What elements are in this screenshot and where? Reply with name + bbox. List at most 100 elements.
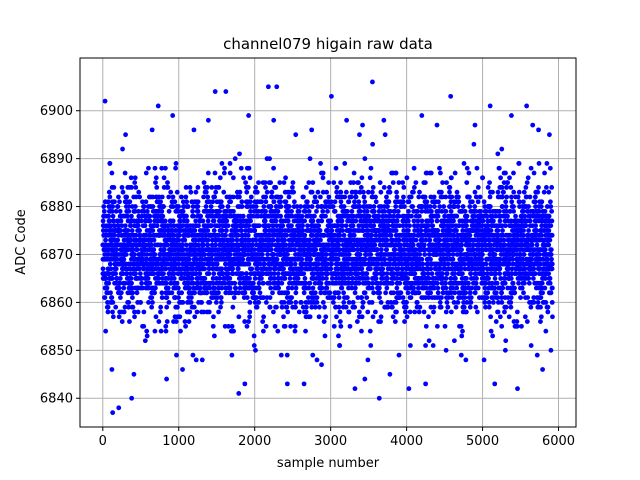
data-point	[268, 180, 273, 186]
data-point	[395, 208, 401, 214]
data-point	[270, 237, 276, 243]
data-point	[267, 280, 273, 286]
data-point	[292, 261, 298, 267]
data-point	[274, 256, 280, 262]
data-point	[209, 242, 215, 248]
data-points	[100, 79, 555, 416]
data-point	[237, 285, 243, 291]
data-point	[153, 314, 159, 320]
data-point	[312, 213, 317, 219]
data-point	[117, 280, 123, 286]
data-point	[157, 242, 163, 248]
data-point	[137, 228, 142, 233]
data-point	[359, 175, 365, 181]
data-point	[143, 199, 149, 205]
data-point	[190, 208, 195, 214]
data-point	[169, 290, 175, 296]
data-point	[128, 223, 134, 229]
data-point	[108, 290, 113, 296]
data-point	[262, 218, 268, 224]
data-point	[247, 300, 253, 305]
data-point	[154, 223, 160, 229]
data-point	[118, 218, 124, 224]
data-point	[467, 232, 473, 238]
data-point	[202, 252, 207, 257]
data-point	[137, 232, 143, 238]
data-point	[301, 290, 307, 296]
data-point	[117, 276, 123, 281]
data-point	[199, 300, 205, 305]
data-point	[300, 228, 306, 233]
data-point	[201, 180, 207, 186]
data-point	[312, 194, 318, 200]
data-point	[385, 304, 391, 310]
data-point	[138, 300, 143, 305]
data-point	[259, 252, 265, 257]
data-point	[383, 213, 389, 219]
data-point	[211, 228, 217, 233]
data-point	[356, 280, 362, 286]
data-point	[386, 223, 391, 229]
data-point	[227, 276, 233, 281]
data-point	[263, 323, 269, 329]
data-point	[179, 194, 184, 200]
data-point	[352, 290, 358, 296]
data-point	[312, 304, 318, 310]
data-point	[342, 194, 348, 200]
data-point	[224, 218, 230, 224]
data-point	[360, 300, 366, 305]
data-point	[126, 300, 132, 305]
data-point	[203, 189, 209, 195]
data-point	[434, 323, 440, 329]
data-point	[210, 280, 216, 286]
data-point	[368, 266, 373, 272]
data-point	[401, 184, 407, 190]
data-point	[130, 295, 135, 301]
data-point	[364, 295, 370, 301]
data-point	[330, 204, 336, 209]
data-point	[151, 247, 157, 253]
data-point	[284, 232, 290, 238]
data-point	[124, 194, 130, 200]
data-point	[275, 271, 281, 277]
data-point	[305, 204, 311, 209]
data-point	[364, 208, 370, 214]
data-point	[131, 252, 137, 257]
data-point	[408, 194, 414, 200]
data-point	[219, 204, 225, 209]
data-point	[449, 295, 455, 301]
data-point	[228, 199, 234, 205]
data-point	[223, 261, 228, 267]
data-point	[346, 309, 352, 315]
data-point	[225, 204, 231, 209]
data-point	[242, 319, 248, 324]
data-point	[253, 184, 259, 190]
data-point	[429, 218, 435, 224]
data-point	[269, 242, 275, 248]
data-point	[302, 232, 308, 238]
data-point	[106, 280, 112, 286]
data-point	[384, 237, 390, 243]
data-point	[405, 218, 411, 224]
data-point	[424, 199, 430, 205]
data-point	[351, 180, 356, 186]
data-point	[351, 247, 357, 253]
data-point	[357, 189, 363, 195]
data-point	[370, 280, 376, 286]
data-point	[342, 276, 348, 281]
data-point	[288, 323, 294, 329]
data-point	[163, 328, 169, 334]
data-point	[216, 184, 222, 190]
data-point	[407, 309, 413, 315]
data-point	[325, 271, 330, 277]
data-point	[261, 204, 267, 209]
data-point	[271, 309, 276, 315]
data-point	[289, 208, 294, 214]
data-point	[387, 189, 393, 195]
data-point	[462, 208, 468, 214]
data-point	[275, 208, 281, 214]
data-point	[257, 290, 263, 296]
data-point	[201, 194, 207, 200]
data-point	[183, 242, 189, 248]
data-point	[388, 300, 394, 305]
